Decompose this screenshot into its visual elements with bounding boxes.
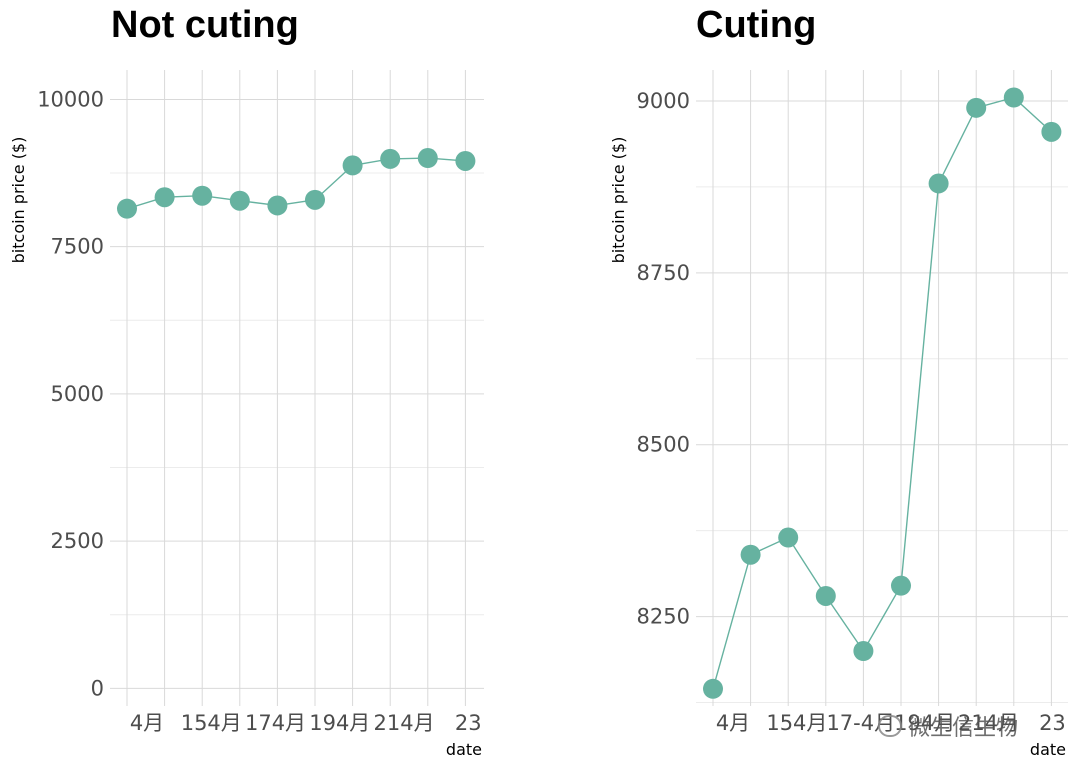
x-tick-label: 4月 — [716, 711, 750, 735]
y-tick-label: 8500 — [637, 433, 690, 457]
y-axis-label: bitcoin price ($) — [9, 137, 28, 264]
data-point — [891, 575, 911, 596]
data-point — [229, 190, 250, 211]
data-point — [154, 187, 175, 208]
data-point — [342, 155, 363, 176]
series-line — [126, 157, 466, 210]
y-tick-label: 8250 — [637, 605, 690, 629]
data-point — [928, 173, 949, 194]
data-point — [740, 544, 761, 565]
wechat-icon — [878, 715, 902, 737]
watermark-text: 微生信生物 — [908, 716, 1019, 741]
data-point — [117, 198, 137, 219]
x-tick-label: 214月 — [373, 711, 434, 735]
y-tick-label: 2500 — [51, 529, 104, 553]
series-line — [712, 96, 1052, 689]
y-tick-label: 0 — [91, 676, 104, 700]
y-tick-label: 5000 — [51, 382, 104, 406]
data-point — [192, 185, 213, 206]
data-point — [455, 150, 476, 171]
y-tick-label: 7500 — [51, 235, 104, 259]
x-tick-label: 214月 — [958, 711, 1019, 735]
x-axis-label: date — [446, 740, 482, 759]
x-tick-label: 194月 — [894, 711, 955, 735]
data-point — [1041, 121, 1062, 142]
data-point — [966, 97, 987, 118]
x-tick-label: 23 — [1039, 711, 1066, 735]
chart-title-not-cuting: Not cuting — [111, 4, 299, 46]
y-axis-label: bitcoin price ($) — [609, 137, 628, 264]
y-tick-label: 8750 — [637, 261, 690, 285]
chart-title-cuting: Cuting — [696, 4, 817, 46]
x-tick-label: 154月 — [181, 711, 242, 735]
y-tick-label: 9000 — [637, 89, 690, 113]
data-point — [853, 640, 874, 661]
data-point — [703, 678, 723, 699]
chart-panel-not-cuting: 0 2500 5000 7500 10000 4月 154月 174月 194月 214月 23 da… — [9, 70, 484, 759]
x-tick-label: 194月 — [309, 711, 370, 735]
x-tick-label: 23 — [455, 711, 482, 735]
data-point — [815, 585, 836, 606]
data-point — [417, 148, 438, 169]
watermark: 微生信生物 — [878, 710, 1018, 742]
data-point — [778, 527, 799, 548]
x-tick-label: 4月 — [130, 711, 164, 735]
y-tick-label: 10000 — [37, 87, 104, 111]
data-point — [380, 148, 401, 169]
data-point — [305, 189, 325, 210]
x-tick-label: 174月 — [245, 711, 306, 735]
data-point — [1003, 87, 1024, 108]
data-point — [267, 195, 288, 216]
x-axis-label: date — [1030, 740, 1066, 759]
x-tick-label: 154月 — [766, 711, 827, 735]
